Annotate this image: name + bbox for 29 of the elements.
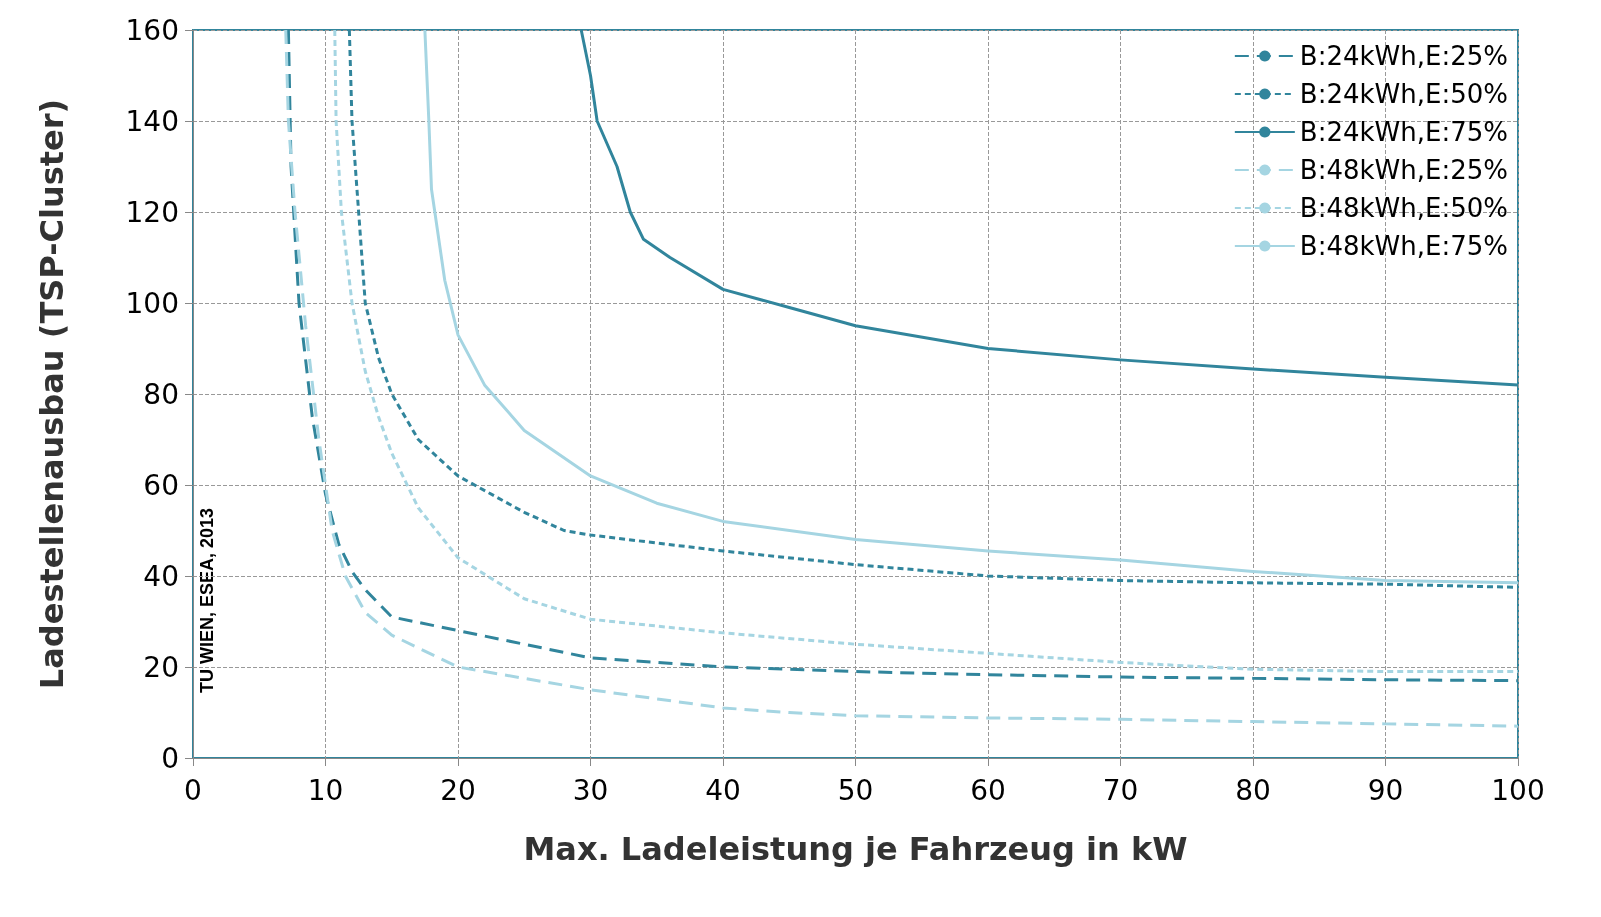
x-tick-label: 50 [837, 773, 874, 807]
y-tick-label: 0 [161, 741, 179, 775]
x-tick-label: 60 [970, 773, 1006, 807]
annotation: TU WIEN, ESEA, 2013 [197, 507, 217, 694]
x-tick-label: 10 [307, 773, 344, 807]
y-axis-title: Ladestellenausbau (TSP-Cluster) [33, 98, 71, 690]
y-tick-label: 40 [143, 559, 179, 593]
legend-label: B:48kWh,E:75% [1299, 231, 1509, 261]
x-tick-label: 40 [705, 773, 741, 807]
x-tick-label: 20 [440, 773, 476, 807]
x-tick-label: 80 [1235, 773, 1271, 807]
legend-label: B:24kWh,E:50% [1299, 79, 1509, 109]
y-tick-label: 20 [143, 650, 179, 684]
y-tick-label: 100 [125, 286, 179, 320]
y-tick-label: 140 [125, 104, 179, 138]
y-tick-label: 160 [125, 13, 179, 47]
x-tick-label: 70 [1102, 773, 1139, 807]
x-tick-label: 30 [572, 773, 609, 807]
legend-label: B:24kWh,E:25% [1299, 41, 1509, 71]
y-tick-label: 120 [125, 195, 179, 229]
y-tick-label: 60 [143, 468, 179, 502]
x-tick-label: 0 [184, 773, 202, 807]
legend-label: B:24kWh,E:75% [1299, 117, 1509, 147]
x-tick-label: 90 [1367, 773, 1404, 807]
legend-label: B:48kWh,E:50% [1299, 193, 1509, 223]
x-tick-label: 100 [1491, 773, 1545, 807]
legend-label: B:48kWh,E:25% [1299, 155, 1509, 185]
y-tick-label: 80 [143, 377, 179, 411]
x-axis-title: Max. Ladeleistung je Fahrzeug in kW [523, 830, 1188, 868]
